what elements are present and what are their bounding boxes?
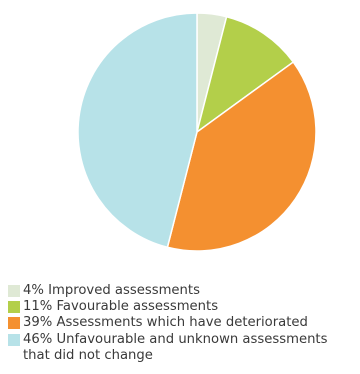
legend-swatch-unchanged <box>8 333 20 346</box>
legend-label-improved: 4% Improved assessments <box>23 283 200 298</box>
pie-plot-area <box>77 12 317 252</box>
legend-label-favourable: 11% Favourable assessments <box>23 299 219 315</box>
legend-item-favourable: 11% Favourable assessments <box>8 299 358 315</box>
legend-item-improved: 4% Improved assessments <box>8 283 358 299</box>
pie-slice-favourable <box>195 15 295 134</box>
legend-swatch-deteriorated <box>8 317 20 330</box>
legend-label-unchanged: 46% Unfavourable and unknown assessments… <box>23 331 328 363</box>
legend-label-deteriorated: 39% Assessments which have deteriorated <box>23 315 308 331</box>
legend-swatch-favourable <box>8 301 20 314</box>
legend: 4% Improved assessments 11% Favourable a… <box>8 283 358 364</box>
legend-item-deteriorated: 39% Assessments which have deteriorated <box>8 315 358 331</box>
pie-slice-deteriorated <box>166 61 317 252</box>
pie-slice-unchanged <box>77 12 198 249</box>
legend-swatch-improved <box>8 285 20 297</box>
legend-item-unchanged: 46% Unfavourable and unknown assessments… <box>8 332 358 364</box>
